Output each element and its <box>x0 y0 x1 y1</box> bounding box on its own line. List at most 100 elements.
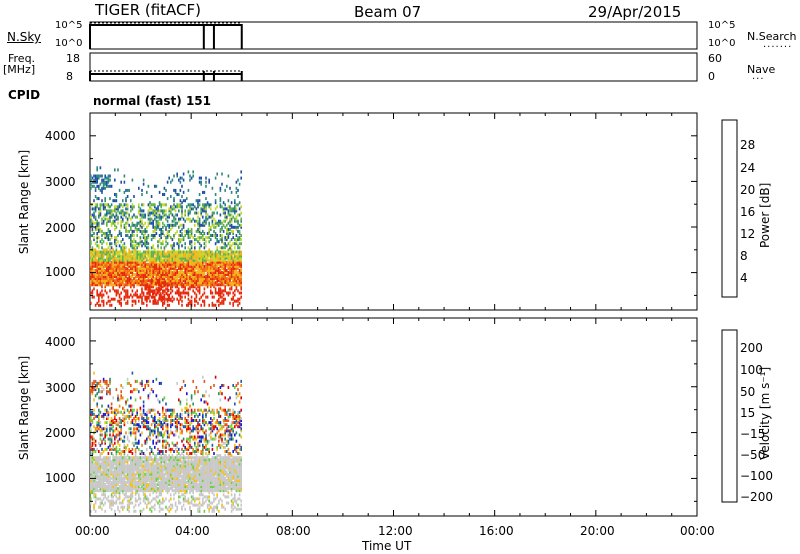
heatmap-cell <box>107 404 110 408</box>
heatmap-cell <box>138 476 140 480</box>
heatmap-cell <box>106 236 108 240</box>
heatmap-cell <box>136 264 138 268</box>
heatmap-cell <box>166 277 169 281</box>
heatmap-cell <box>98 197 100 201</box>
heatmap-cell <box>187 472 190 476</box>
heatmap-cell <box>150 262 153 266</box>
heatmap-cell <box>168 443 170 447</box>
heatmap-cell <box>165 252 167 256</box>
heatmap-cell <box>182 190 185 194</box>
heatmap-cell <box>162 229 164 233</box>
heatmap-cell <box>106 283 108 287</box>
heatmap-cell <box>174 468 177 472</box>
heatmap-cell <box>181 260 183 264</box>
heatmap-cell <box>120 478 122 482</box>
heatmap-cell <box>222 301 225 305</box>
heatmap-cell <box>166 273 169 276</box>
heatmap-cell <box>142 264 145 268</box>
heatmap-cell <box>118 188 121 192</box>
heatmap-cell <box>157 439 159 443</box>
heatmap-cell <box>150 485 153 488</box>
heatmap-cell <box>174 190 177 194</box>
heatmap-cell <box>109 381 111 385</box>
heatmap-cell <box>168 281 170 285</box>
heatmap-cell <box>189 456 191 460</box>
heatmap-cell <box>230 287 233 291</box>
heatmap-cell <box>115 266 118 270</box>
heatmap-cell <box>123 248 126 252</box>
heatmap-cell <box>101 487 103 491</box>
heatmap-cell <box>142 400 145 404</box>
heatmap-cell <box>93 252 95 256</box>
heatmap-cell <box>104 472 106 476</box>
heatmap-cell <box>173 470 175 474</box>
heatmap-cell <box>150 423 153 427</box>
heatmap-cell <box>237 238 239 242</box>
heatmap-cell <box>162 425 164 429</box>
heatmap-cell <box>187 456 190 460</box>
heatmap-cell <box>218 291 220 295</box>
heatmap-cell <box>179 283 182 287</box>
heatmap-cell <box>126 503 129 507</box>
heatmap-cell <box>136 472 138 476</box>
heatmap-cell <box>130 275 132 279</box>
heatmap-cell <box>122 489 124 493</box>
heatmap-cell <box>216 279 218 283</box>
heatmap-cell <box>99 497 102 501</box>
heatmap-cell <box>98 225 100 229</box>
heatmap-cell <box>106 472 108 476</box>
heatmap-cell <box>166 284 169 288</box>
heatmap-cell <box>91 464 94 468</box>
heatmap-cell <box>211 250 214 254</box>
heatmap-cell <box>171 277 174 281</box>
heatmap-cell <box>240 295 242 299</box>
heatmap-cell <box>152 246 154 250</box>
heatmap-cell <box>136 480 138 484</box>
heatmap-cell <box>120 223 122 227</box>
heatmap-cell <box>197 256 199 260</box>
heatmap-cell <box>104 474 106 478</box>
heatmap-cell <box>182 279 185 283</box>
heatmap-cell <box>181 195 183 198</box>
heatmap-cell <box>187 421 190 425</box>
heatmap-cell <box>152 439 154 443</box>
heatmap-cell <box>165 445 167 449</box>
heatmap-cell <box>94 429 97 433</box>
heatmap-cell <box>158 273 161 276</box>
heatmap-cell <box>102 248 105 252</box>
heatmap-cell <box>155 215 158 219</box>
heatmap-cell <box>109 260 111 264</box>
heatmap-cell <box>152 462 154 466</box>
heatmap-cell <box>165 266 167 270</box>
heatmap-cell <box>91 250 94 254</box>
heatmap-cell <box>141 240 143 244</box>
heatmap-cell <box>229 291 231 295</box>
heatmap-cell <box>112 260 114 264</box>
heatmap-cell <box>157 219 159 223</box>
heatmap-cell <box>125 250 127 254</box>
heatmap-cell <box>182 425 185 429</box>
heatmap-cell <box>229 217 231 221</box>
heatmap-cell <box>120 474 122 478</box>
heatmap-cell <box>125 215 127 219</box>
heatmap-cell <box>141 193 143 196</box>
heatmap-cell <box>146 190 148 194</box>
heatmap-cell <box>187 458 190 462</box>
heatmap-cell <box>226 283 228 287</box>
heatmap-cell <box>96 472 98 476</box>
heatmap-cell <box>154 489 156 493</box>
heatmap-cell <box>210 252 212 256</box>
heatmap-cell <box>110 423 113 427</box>
heatmap-cell <box>168 468 170 472</box>
heatmap-cell <box>98 244 100 248</box>
heatmap-cell <box>170 195 172 198</box>
heatmap-cell <box>133 229 135 233</box>
heatmap-cell <box>173 462 175 466</box>
heatmap-cell <box>93 279 95 283</box>
heatmap-cell <box>187 293 190 297</box>
heatmap-cell <box>126 499 129 503</box>
heatmap-cell <box>194 283 196 287</box>
heatmap-cell <box>235 215 238 219</box>
heatmap-cell <box>208 281 210 285</box>
heatmap-cell <box>118 281 121 285</box>
